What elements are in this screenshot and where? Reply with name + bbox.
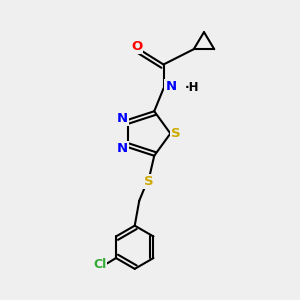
Text: O: O [131, 40, 142, 53]
Text: S: S [144, 176, 154, 188]
Text: ·H: ·H [185, 81, 200, 94]
Text: N: N [117, 112, 128, 125]
Text: Cl: Cl [93, 258, 106, 271]
Text: N: N [165, 80, 177, 94]
Text: N: N [117, 142, 128, 155]
Text: S: S [171, 127, 181, 140]
